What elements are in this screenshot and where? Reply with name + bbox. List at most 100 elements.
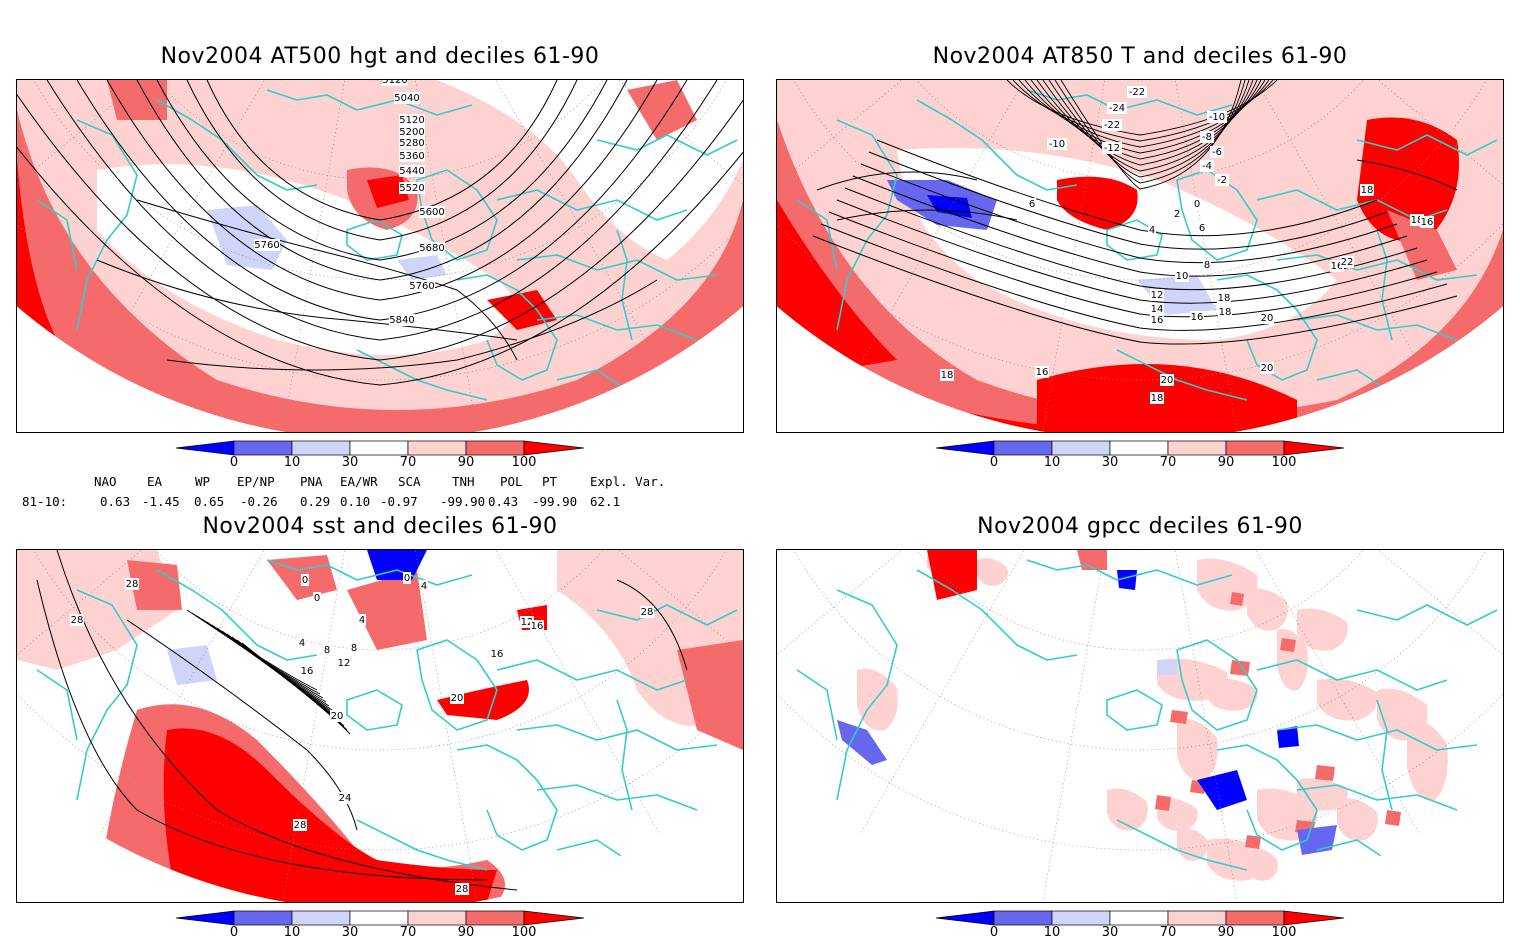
- colorbar-bin: [993, 910, 1053, 926]
- colorbar-arrow-high: [523, 910, 585, 926]
- decile-area: [1230, 592, 1244, 606]
- colorbar-bin: [233, 910, 293, 926]
- contour-label: 18: [1151, 393, 1164, 404]
- contour-line: [616, 579, 688, 671]
- colorbar-tick-label: 100: [511, 455, 537, 470]
- decile-area: [927, 550, 977, 600]
- decile-area: [1245, 835, 1261, 849]
- colorbar-tick-label: 10: [283, 925, 301, 940]
- map-panel-bl: 28 28 0 0 0 4 4 8 8 4 12 16 20 24 28 28 12 16 16 20 28: [16, 549, 744, 903]
- decile-area: [1315, 765, 1335, 781]
- contour-label: -22: [1104, 120, 1120, 131]
- indices-row-label: 81-10:: [22, 494, 68, 509]
- coastline: [156, 99, 318, 191]
- index-header: PNA: [300, 474, 323, 489]
- decile-area: [437, 680, 529, 720]
- contour-label: 16: [1191, 312, 1204, 323]
- contour-label: 18: [1361, 185, 1374, 196]
- contour-line: [876, 139, 1378, 237]
- panel-title-br: Nov2004 gpcc deciles 61-90: [977, 514, 1303, 539]
- latitude-line: [17, 550, 743, 751]
- contour-label: 4: [359, 615, 365, 626]
- coastline: [836, 589, 898, 801]
- contour-label: -10: [1049, 139, 1065, 150]
- colorbar-arrow-high: [1283, 910, 1345, 926]
- contour-line: [186, 80, 578, 241]
- decile-area: [367, 550, 427, 580]
- colorbar-scale-tr: [935, 440, 1345, 456]
- panel-title-bl: Nov2004 sst and deciles 61-90: [202, 514, 558, 539]
- contour-label: 0: [1194, 199, 1200, 210]
- colorbar-tick-label: 90: [1217, 925, 1235, 940]
- contour-label: 8: [1204, 260, 1210, 271]
- contour-label: 28: [71, 615, 84, 626]
- colorbar-arrow-low: [175, 910, 235, 926]
- contour-line: [166, 279, 658, 371]
- map-panel-tl: 5120 5040 5120 5200 5280 5360 5440 5520 5600 5680…: [16, 79, 744, 433]
- decile-area: [1137, 275, 1217, 315]
- map-panel-tr: -22 -24 -22 -10 -12 -10 -8 -6 -4 -2 0 2 4 6 6 8 10 12 14 16…: [776, 79, 1504, 433]
- colorbar-bin: [1225, 440, 1285, 456]
- contour-line: [17, 80, 743, 361]
- coastline: [596, 134, 738, 156]
- contour-label: 4: [421, 581, 427, 592]
- coastline: [1356, 134, 1498, 156]
- colorbar-tick-label: 100: [511, 925, 537, 940]
- coastline: [36, 199, 78, 271]
- longitude-line: [1139, 80, 1421, 366]
- contour-label: 12: [1151, 290, 1164, 301]
- coastline: [1376, 229, 1393, 341]
- contour-line: [828, 211, 1438, 318]
- contour-label: 0: [404, 573, 410, 584]
- contour-label: 16: [1151, 315, 1164, 326]
- index-header: POL: [500, 474, 523, 489]
- coastline: [416, 169, 498, 261]
- contour-label: 8: [351, 643, 357, 654]
- decile-area: [977, 558, 1008, 586]
- decile-area: [367, 175, 409, 208]
- longitude-line: [379, 80, 661, 366]
- contour-label: 5120: [382, 80, 407, 86]
- contour-label: 5200: [399, 127, 424, 138]
- decile-area: [927, 195, 972, 218]
- decile-area: [1177, 718, 1218, 781]
- contour-label: -8: [1202, 132, 1212, 143]
- decile-area: [1157, 660, 1177, 675]
- coastline: [1276, 724, 1478, 751]
- index-header: NAO: [94, 474, 117, 489]
- contour-label: 12: [521, 617, 534, 628]
- contour-label: -10: [1209, 112, 1225, 123]
- coastline: [156, 569, 318, 661]
- colorbar-bl: 0 10 30 70 90 100: [175, 909, 586, 940]
- latitude-line: [777, 550, 1503, 751]
- decile-area: [1247, 848, 1278, 881]
- index-value: 0.65: [194, 494, 225, 509]
- colorbar-tick-label: 100: [1271, 455, 1297, 470]
- colorbar-tick-label: 0: [989, 455, 999, 470]
- contour-line: [868, 151, 1388, 250]
- coastline: [616, 229, 633, 341]
- colorbar-arrow-high: [523, 440, 585, 456]
- colorbar-arrow-low: [175, 440, 235, 456]
- decile-area: [1207, 678, 1258, 711]
- contour-line: [1042, 80, 1254, 172]
- colorbar-bin: [291, 440, 351, 456]
- contour-label: 4: [1149, 225, 1155, 236]
- colorbar-bin: [1051, 440, 1111, 456]
- contour-label: 16: [1036, 367, 1049, 378]
- contour-line: [56, 550, 518, 891]
- map-panel-br: [776, 549, 1504, 903]
- contour-label: -4: [1202, 161, 1212, 172]
- contour-line: [1356, 159, 1458, 191]
- index-header: PT: [542, 474, 558, 489]
- index-value: -99.90: [440, 494, 486, 509]
- colorbar-bin: [1225, 910, 1285, 926]
- contour-label: 6: [1199, 223, 1205, 234]
- contour-label: 18: [1218, 293, 1231, 304]
- contour-line: [36, 579, 488, 881]
- colorbar-tick-label: 0: [229, 455, 239, 470]
- colorbar-tl: 0 10 30 70 90 100: [175, 439, 586, 475]
- contour-line: [206, 80, 558, 221]
- coastline: [516, 254, 718, 281]
